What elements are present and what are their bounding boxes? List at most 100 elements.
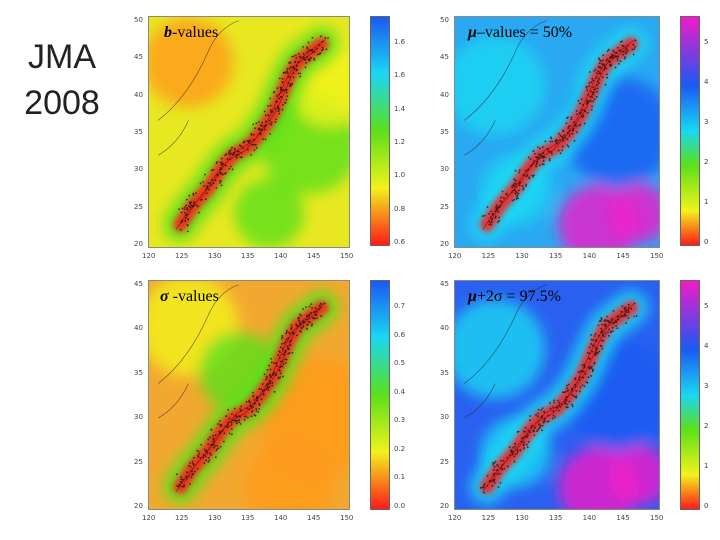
lat-tick-label: 20 (440, 502, 449, 510)
panel-title: μ+2σ = 97.5% (468, 288, 561, 306)
title-symbol: μ (468, 24, 477, 41)
lon-tick-label: 120 (142, 252, 156, 260)
lat-tick-label: 25 (440, 457, 449, 466)
title-text: –values = 50% (476, 24, 573, 41)
panel-mu-2sigma: μ+2σ = 97.5% 45 40 35 30 25 20 120 125 130 135 140… (428, 272, 720, 534)
panel-title: σ -values (160, 288, 219, 306)
lat-tick-label: 25 (440, 202, 449, 211)
lat-tick-label: 40 (134, 324, 143, 333)
title-symbol: σ (160, 288, 169, 305)
lat-tick-label: 35 (440, 128, 449, 136)
lon-tick-label: 145 (616, 252, 630, 260)
lat-tick-label: 30 (440, 413, 449, 422)
lat-tick-label: 35 (134, 368, 143, 377)
colorbar-tick-label: 1.6 (394, 71, 406, 80)
map-mu-2sigma (454, 280, 660, 510)
colorbar-tick-label: 0.6 (394, 330, 406, 339)
colorbar-tick-label: 5 (704, 38, 709, 46)
colorbar-tick-label: 0.7 (394, 302, 406, 310)
lat-tick-label: 40 (440, 324, 449, 333)
lat-tick-label: 40 (440, 90, 449, 99)
lon-tick-label: 145 (616, 514, 630, 522)
lat-tick-label: 45 (440, 280, 449, 288)
title-text: -values (172, 24, 219, 41)
title-text: -values (168, 288, 219, 305)
colorbar-tick-label: 0.2 (394, 444, 406, 453)
lon-tick-label: 140 (274, 514, 288, 522)
lon-tick-label: 130 (208, 252, 222, 260)
panel-mu-values: μ–values = 50% 50 45 40 35 30 25 20 120 125 130 13… (428, 8, 720, 263)
lon-tick-label: 150 (340, 514, 354, 522)
dataset-heading: JMA 2008 (14, 34, 110, 126)
colorbar-tick-label: 4 (704, 342, 709, 350)
map-b-values (148, 16, 350, 248)
colorbar (370, 280, 390, 510)
panel-title: b-values (164, 24, 218, 42)
lat-tick-label: 20 (134, 240, 143, 248)
lon-tick-label: 140 (274, 252, 288, 260)
colorbar (370, 16, 390, 246)
colorbar-tick-label: 0.5 (394, 359, 406, 368)
lon-tick-label: 120 (448, 252, 462, 260)
colorbar (680, 280, 700, 510)
lon-tick-label: 125 (175, 252, 189, 260)
lon-tick-label: 140 (582, 514, 597, 522)
lat-tick-label: 30 (134, 413, 143, 422)
lon-tick-label: 150 (650, 514, 664, 522)
lat-tick-label: 30 (134, 165, 143, 174)
lat-tick-label: 40 (134, 90, 143, 99)
lon-tick-label: 150 (650, 252, 664, 260)
lon-tick-label: 120 (448, 514, 462, 522)
map-mu-values (454, 16, 660, 248)
lat-tick-label: 25 (134, 457, 143, 466)
colorbar-tick-label: 1.6 (394, 38, 406, 46)
colorbar-tick-label: 1.4 (394, 104, 406, 113)
colorbar-tick-label: 3 (704, 382, 709, 390)
title-text: +2σ = 97.5% (476, 288, 561, 305)
lon-tick-label: 135 (549, 514, 563, 522)
panel-sigma-values: σ -values 45 40 35 30 25 20 120 125 130 135 140 145… (118, 272, 408, 534)
lon-tick-label: 135 (549, 252, 563, 260)
lon-tick-label: 120 (142, 514, 156, 522)
colorbar-tick-label: 1.2 (394, 138, 406, 146)
lon-tick-label: 125 (481, 514, 496, 522)
lon-tick-label: 140 (582, 252, 597, 260)
lat-tick-label: 45 (134, 53, 143, 62)
colorbar (680, 16, 700, 246)
lat-tick-label: 35 (440, 368, 449, 377)
lon-tick-label: 135 (241, 514, 255, 522)
colorbar-tick-label: 1 (704, 198, 709, 206)
colorbar-tick-label: 0.6 (394, 238, 406, 246)
lat-tick-label: 20 (440, 240, 449, 248)
lat-tick-label: 25 (134, 202, 143, 211)
colorbar-tick-label: 0.0 (394, 502, 406, 510)
colorbar-tick-label: 5 (704, 302, 709, 310)
lat-tick-label: 50 (440, 16, 449, 24)
lat-tick-label: 45 (134, 280, 143, 288)
lon-tick-label: 125 (175, 514, 189, 522)
colorbar-tick-label: 1 (704, 462, 709, 470)
lat-tick-label: 30 (440, 165, 449, 174)
lon-tick-label: 145 (307, 514, 321, 522)
lat-tick-label: 45 (440, 53, 449, 62)
lon-tick-label: 150 (340, 252, 354, 260)
map-sigma-values (148, 280, 350, 510)
colorbar-tick-label: 4 (704, 78, 709, 86)
lon-tick-label: 145 (307, 252, 321, 260)
panel-title: μ–values = 50% (468, 24, 572, 42)
colorbar-tick-label: 0 (704, 238, 709, 246)
lon-tick-label: 130 (515, 514, 529, 522)
lat-tick-label: 35 (134, 128, 143, 136)
colorbar-tick-label: 1.0 (394, 171, 406, 180)
lon-tick-label: 130 (515, 252, 529, 260)
colorbar-tick-label: 3 (704, 118, 709, 126)
lon-tick-label: 135 (241, 252, 255, 260)
colorbar-tick-label: 2 (704, 422, 709, 430)
heading-line1: JMA (28, 38, 96, 76)
colorbar-tick-label: 0.4 (394, 387, 406, 396)
colorbar-tick-label: 0.3 (394, 416, 406, 425)
lon-tick-label: 125 (481, 252, 496, 260)
heading-line2: 2008 (24, 84, 100, 122)
title-symbol: b (164, 24, 172, 41)
lat-tick-label: 50 (134, 16, 143, 24)
